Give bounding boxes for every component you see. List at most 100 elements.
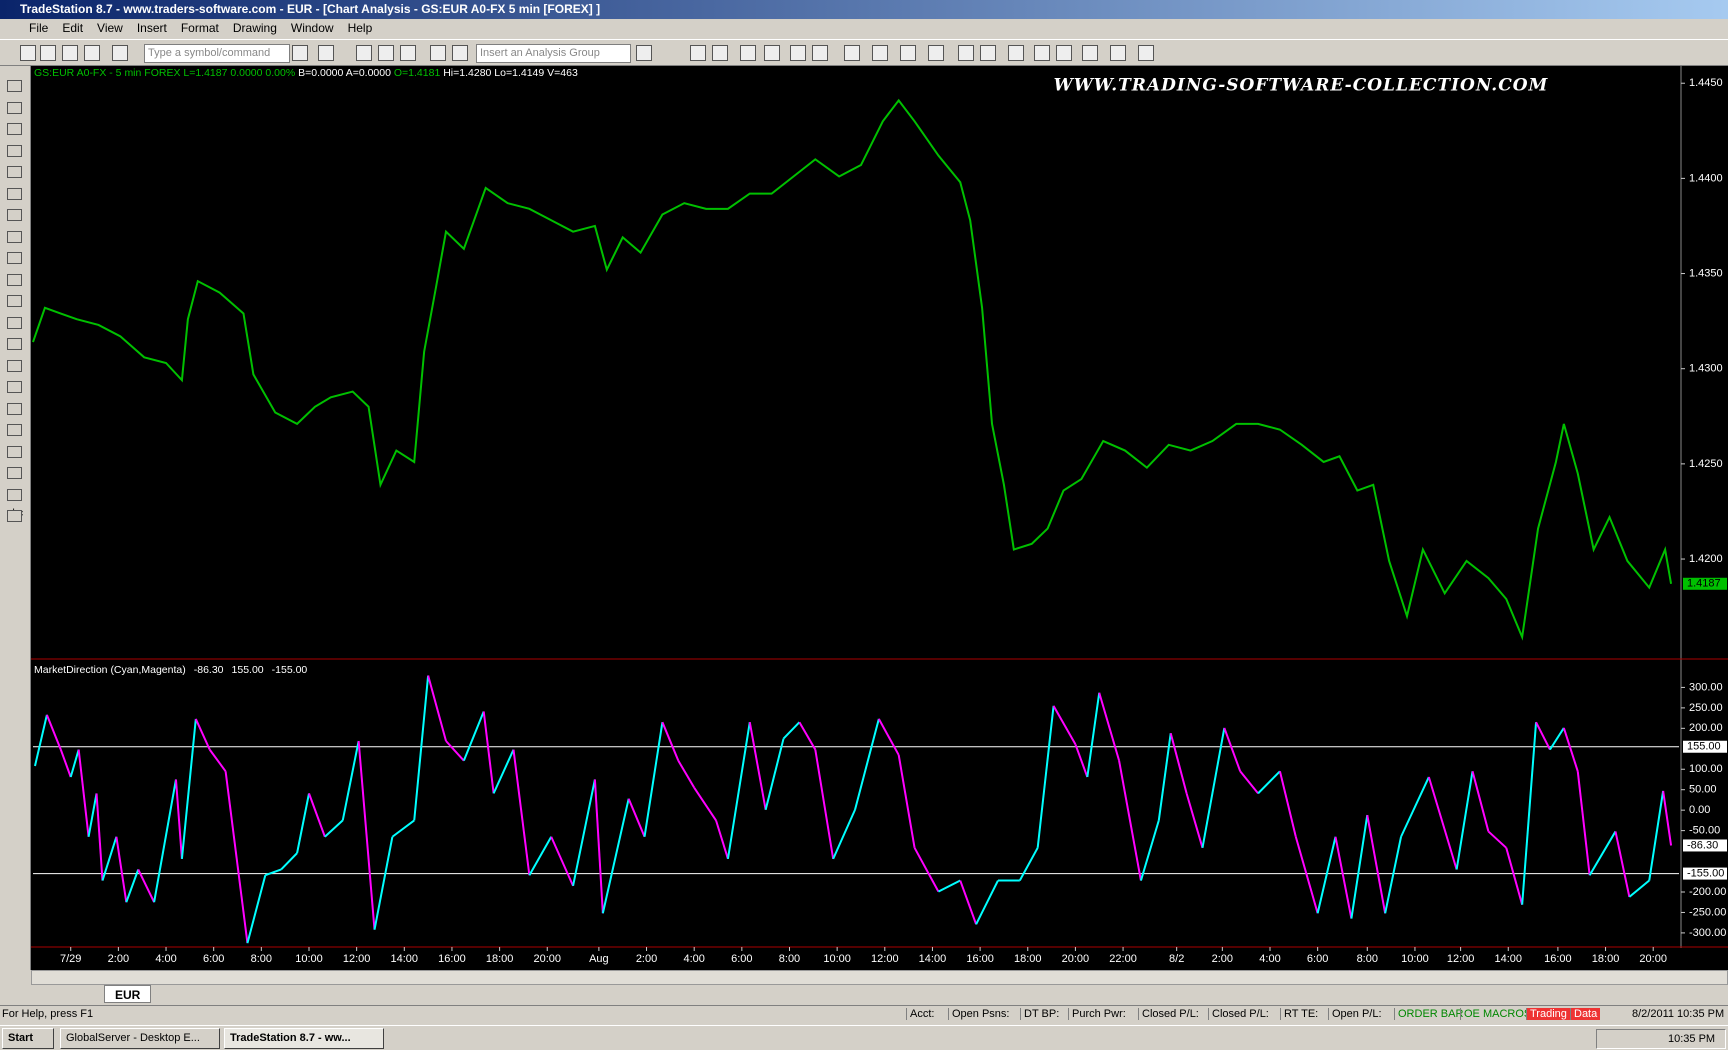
x-tick-label: 16:00 (966, 953, 994, 965)
toolbar-button[interactable] (378, 45, 394, 61)
x-tick-label: 18:00 (1014, 953, 1042, 965)
toolbar-button[interactable] (958, 45, 974, 61)
menu-item[interactable]: File (29, 21, 49, 35)
toolbar-button[interactable] (1138, 45, 1154, 61)
toolbar-button[interactable] (928, 45, 944, 61)
indicator-segment (1427, 776, 1458, 870)
drawing-tool[interactable] (7, 488, 22, 501)
workspace-tab[interactable]: EUR (104, 985, 152, 1003)
toolbar-button[interactable] (1056, 45, 1072, 61)
title-bar: TradeStation 8.7 - www.traders-software.… (0, 0, 1728, 19)
drawing-tool[interactable] (7, 402, 22, 415)
taskbar-task[interactable]: TradeStation 8.7 - ww... (224, 1028, 384, 1049)
toolbar-button[interactable] (112, 45, 128, 61)
header-part: Hi=1.4280 Lo=1.4149 V=463 (440, 67, 578, 79)
status-field: Acct: (906, 1008, 937, 1020)
indicator-segment (391, 819, 415, 838)
x-tick-label: 2:00 (1212, 953, 1233, 965)
drawing-tool[interactable] (7, 338, 22, 350)
toolbar-button[interactable] (1034, 45, 1050, 61)
indicator-segment (814, 749, 835, 860)
toolbar-button[interactable] (1110, 45, 1126, 61)
menu-item[interactable]: Window (290, 21, 334, 35)
indicator-segment (1614, 831, 1631, 898)
drawing-tool[interactable] (7, 80, 22, 92)
drawing-tool[interactable] (7, 209, 22, 221)
drawing-tool[interactable] (7, 230, 22, 243)
menu-item[interactable]: Edit (62, 21, 84, 35)
taskbar-task[interactable]: GlobalServer - Desktop E... (60, 1028, 220, 1049)
indicator-segment (246, 874, 267, 944)
scrollbar[interactable] (31, 970, 1728, 985)
toolbar-button[interactable] (790, 45, 806, 61)
drawing-tool[interactable] (7, 316, 22, 329)
drawing-toolbar: abc (0, 66, 31, 970)
y-tick-label: 100.00 (1689, 763, 1723, 775)
toolbar-button[interactable] (452, 45, 468, 61)
drawing-tool[interactable] (7, 424, 22, 436)
indicator-segment (601, 798, 630, 914)
toolbar-button[interactable] (764, 45, 780, 61)
drawing-tool[interactable] (7, 252, 22, 264)
drawing-tool[interactable] (7, 510, 22, 522)
x-tick-label: 10:00 (1401, 953, 1429, 965)
drawing-tool[interactable] (7, 381, 22, 393)
drawing-tool[interactable] (7, 445, 22, 458)
drawing-tool[interactable] (7, 467, 22, 479)
drawing-tool[interactable] (7, 187, 22, 200)
menu-item[interactable]: Format (180, 21, 219, 35)
toolbar-button[interactable] (690, 45, 706, 61)
toolbar-button[interactable] (1082, 45, 1098, 61)
toolbar-button[interactable] (872, 45, 888, 61)
x-tick-label: 10:00 (295, 953, 323, 965)
menu-item[interactable]: Drawing (232, 21, 277, 35)
toolbar-button[interactable] (292, 45, 308, 61)
indicator-segment (897, 754, 916, 848)
indicator-segment (959, 880, 978, 925)
toolbar-button[interactable] (812, 45, 828, 61)
drawing-tool[interactable] (7, 101, 22, 114)
status-field: Open P/L: (1328, 1008, 1385, 1020)
toolbar-button[interactable] (844, 45, 860, 61)
toolbar-button[interactable] (1008, 45, 1024, 61)
status-bar: For Help, press F1 8/2/2011 10:35 PM Acc… (0, 1005, 1728, 1024)
toolbar-button[interactable] (84, 45, 100, 61)
toolbar-button[interactable] (740, 45, 756, 61)
drawing-tool[interactable] (7, 295, 22, 307)
y-tick-label: 1.4250 (1689, 458, 1723, 470)
toolbar-button[interactable] (430, 45, 446, 61)
x-tick-label: Aug (589, 953, 609, 965)
status-field: ORDER BAR (1394, 1008, 1466, 1020)
indicator-segment (324, 819, 344, 838)
indicator-segment (1223, 727, 1242, 772)
drawing-tool[interactable] (7, 166, 22, 178)
toolbar-button[interactable] (356, 45, 372, 61)
header-part: -86.30 (194, 664, 224, 676)
drawing-tool[interactable] (7, 359, 22, 372)
analysis-group-select[interactable]: Insert an Analysis Group (476, 44, 631, 63)
symbol-input[interactable]: Type a symbol/command (144, 44, 290, 63)
toolbar-button[interactable] (400, 45, 416, 61)
toolbar-button[interactable] (40, 45, 56, 61)
menu-item[interactable]: Insert (136, 21, 167, 35)
toolbar-button[interactable] (900, 45, 916, 61)
x-tick-label: 2:00 (636, 953, 657, 965)
toolbar-button[interactable] (20, 45, 36, 61)
drawing-tool[interactable] (7, 273, 22, 286)
start-button[interactable]: Start (2, 1028, 54, 1049)
x-tick-label: 12:00 (871, 953, 899, 965)
window-title: TradeStation 8.7 - www.traders-software.… (20, 2, 601, 16)
toolbar-button[interactable] (980, 45, 996, 61)
level-box (1683, 740, 1727, 753)
menu-item[interactable]: Help (347, 21, 373, 35)
toolbar-button[interactable] (712, 45, 728, 61)
indicator-segment (1018, 847, 1039, 882)
drawing-tool[interactable] (7, 123, 22, 135)
toolbar-button[interactable] (318, 45, 334, 61)
drawing-tool[interactable] (7, 144, 22, 157)
menu-item[interactable]: View (97, 21, 123, 35)
toolbar-button[interactable] (62, 45, 78, 61)
indicator-segment (1628, 879, 1650, 898)
indicator-segment (693, 787, 717, 821)
toolbar-button[interactable] (636, 45, 652, 61)
